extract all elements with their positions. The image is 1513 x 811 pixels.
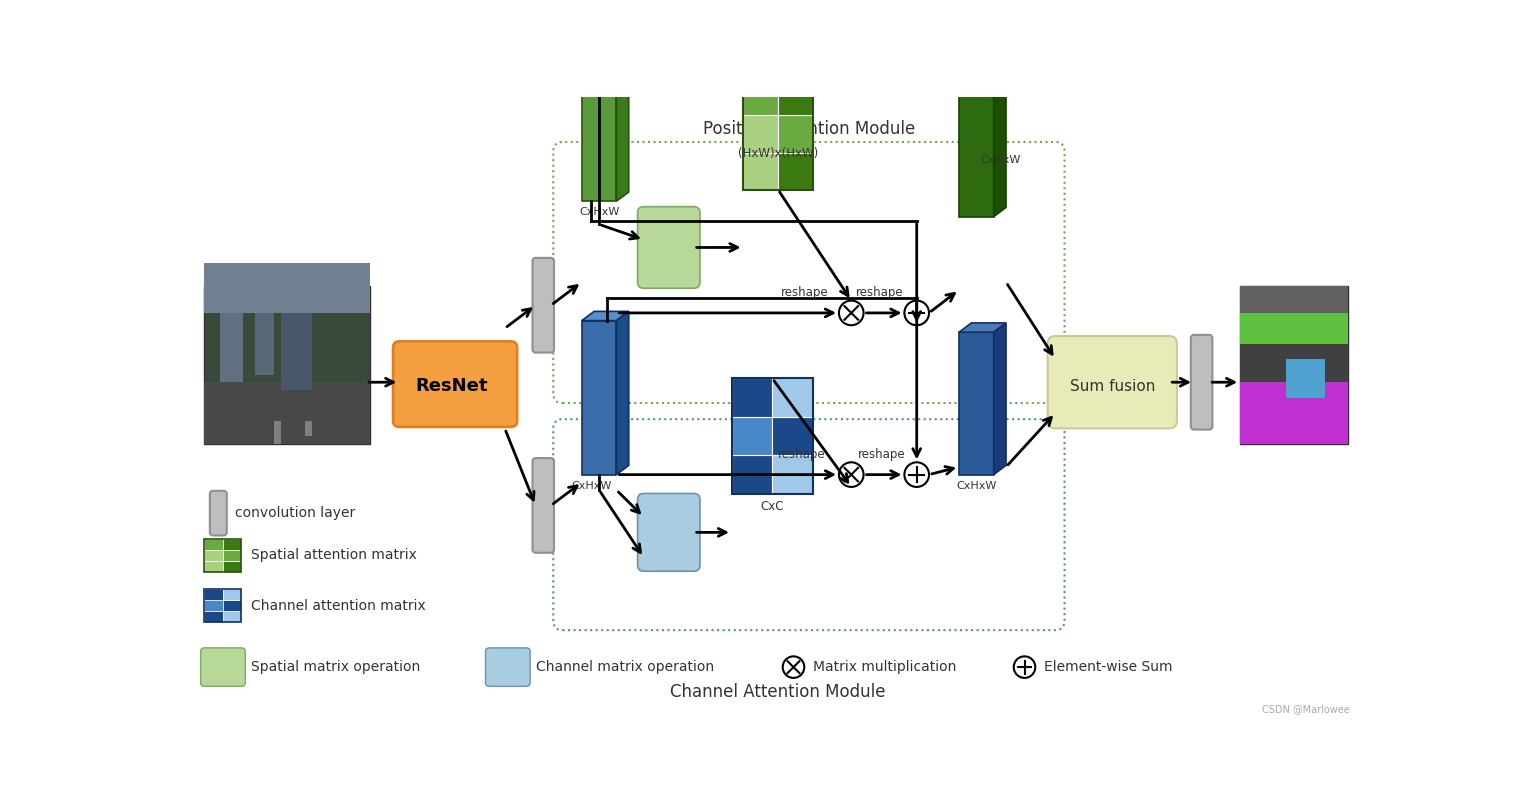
Bar bbox=[281, 313, 312, 390]
Polygon shape bbox=[959, 333, 994, 474]
Polygon shape bbox=[959, 54, 1006, 62]
Text: CxHxW: CxHxW bbox=[980, 155, 1021, 165]
Text: CxHxW: CxHxW bbox=[579, 208, 619, 217]
Circle shape bbox=[838, 301, 864, 325]
Text: CxHxW: CxHxW bbox=[572, 481, 611, 491]
FancyBboxPatch shape bbox=[637, 207, 701, 288]
Text: Channel Attention Module: Channel Attention Module bbox=[670, 683, 885, 701]
Bar bbox=[304, 421, 312, 436]
Text: Matrix multiplication: Matrix multiplication bbox=[812, 660, 956, 674]
Bar bbox=[1241, 286, 1348, 444]
Bar bbox=[204, 561, 222, 573]
Polygon shape bbox=[616, 311, 629, 474]
Text: Channel matrix operation: Channel matrix operation bbox=[536, 660, 714, 674]
FancyBboxPatch shape bbox=[533, 458, 554, 553]
Circle shape bbox=[1014, 656, 1035, 678]
Bar bbox=[778, 152, 812, 190]
Bar bbox=[204, 539, 242, 573]
Bar bbox=[1241, 382, 1348, 444]
Bar bbox=[743, 152, 778, 190]
Bar bbox=[204, 600, 222, 611]
Bar bbox=[732, 379, 772, 417]
Bar bbox=[222, 611, 242, 623]
Text: convolution layer: convolution layer bbox=[235, 506, 356, 520]
Text: Channel attention matrix: Channel attention matrix bbox=[251, 599, 425, 612]
Text: reshape: reshape bbox=[778, 448, 825, 461]
Text: CxHxW: CxHxW bbox=[956, 481, 997, 491]
Circle shape bbox=[838, 462, 864, 487]
Text: ResNet: ResNet bbox=[416, 377, 489, 395]
Polygon shape bbox=[959, 62, 994, 217]
Polygon shape bbox=[583, 42, 629, 51]
Bar bbox=[204, 539, 222, 550]
Bar bbox=[1241, 344, 1348, 382]
Text: reshape: reshape bbox=[856, 286, 903, 299]
Bar bbox=[222, 589, 242, 600]
Bar bbox=[222, 600, 242, 611]
Circle shape bbox=[905, 301, 929, 325]
Bar bbox=[204, 286, 371, 444]
Bar bbox=[772, 379, 812, 417]
Polygon shape bbox=[583, 320, 616, 474]
Text: Sum fusion: Sum fusion bbox=[1070, 379, 1154, 393]
Bar bbox=[743, 78, 778, 115]
Bar bbox=[204, 550, 222, 561]
Bar bbox=[274, 421, 281, 444]
FancyBboxPatch shape bbox=[210, 491, 227, 535]
Bar bbox=[732, 455, 772, 494]
Bar bbox=[204, 611, 222, 623]
Bar bbox=[1286, 359, 1325, 397]
Bar bbox=[204, 589, 242, 623]
FancyBboxPatch shape bbox=[637, 493, 701, 571]
Bar bbox=[772, 455, 812, 494]
Polygon shape bbox=[959, 323, 1006, 333]
Circle shape bbox=[782, 656, 805, 678]
FancyBboxPatch shape bbox=[1191, 335, 1212, 430]
Bar bbox=[1241, 286, 1348, 313]
Bar bbox=[204, 589, 222, 600]
Text: Spatial matrix operation: Spatial matrix operation bbox=[251, 660, 421, 674]
FancyBboxPatch shape bbox=[201, 648, 245, 686]
FancyBboxPatch shape bbox=[533, 258, 554, 353]
Bar bbox=[778, 78, 812, 115]
Text: reshape: reshape bbox=[858, 448, 906, 461]
Polygon shape bbox=[583, 311, 629, 320]
Bar bbox=[778, 115, 812, 152]
Bar bbox=[732, 379, 812, 494]
Text: Element-wise Sum: Element-wise Sum bbox=[1044, 660, 1173, 674]
Bar bbox=[204, 263, 371, 313]
Bar bbox=[222, 550, 242, 561]
Bar bbox=[204, 382, 371, 444]
Bar bbox=[732, 417, 772, 455]
Text: CSDN @Marlowee: CSDN @Marlowee bbox=[1262, 704, 1350, 714]
FancyBboxPatch shape bbox=[393, 341, 517, 427]
Bar bbox=[1241, 305, 1348, 344]
Bar bbox=[222, 539, 242, 550]
Text: reshape: reshape bbox=[781, 286, 829, 299]
Bar bbox=[743, 115, 778, 152]
Polygon shape bbox=[994, 54, 1006, 217]
Text: Position Attention Module: Position Attention Module bbox=[702, 120, 915, 139]
FancyBboxPatch shape bbox=[1047, 336, 1177, 428]
Polygon shape bbox=[994, 323, 1006, 474]
Bar bbox=[222, 561, 242, 573]
Circle shape bbox=[905, 462, 929, 487]
Polygon shape bbox=[616, 42, 629, 201]
Bar bbox=[772, 417, 812, 455]
Bar bbox=[254, 313, 274, 375]
Bar bbox=[219, 313, 244, 382]
FancyBboxPatch shape bbox=[486, 648, 530, 686]
Polygon shape bbox=[583, 51, 616, 201]
Text: Spatial attention matrix: Spatial attention matrix bbox=[251, 548, 416, 563]
Bar bbox=[743, 78, 812, 190]
Text: (HxW)x(HxW): (HxW)x(HxW) bbox=[738, 148, 819, 161]
Text: CxC: CxC bbox=[761, 500, 784, 513]
